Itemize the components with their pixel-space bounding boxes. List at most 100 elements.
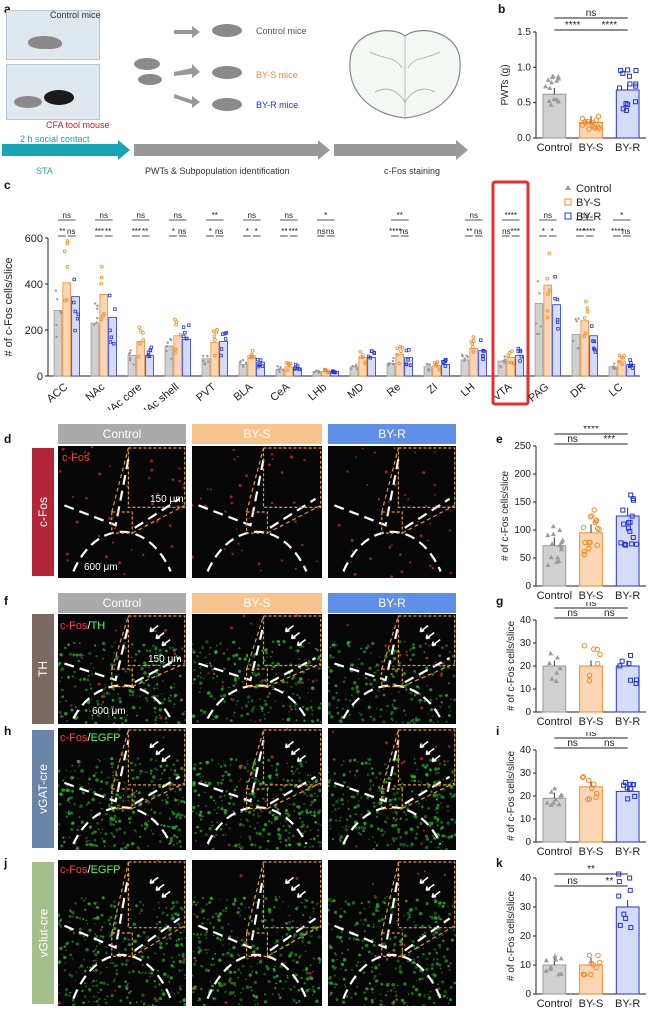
fluorescence-dot	[234, 984, 237, 987]
fluorescence-dot	[98, 760, 101, 763]
fluorescence-dot	[232, 810, 235, 813]
cfos-dot	[230, 501, 234, 505]
data-point	[215, 327, 219, 332]
fluorescence-dot	[338, 919, 341, 921]
micrograph-overlay	[192, 728, 322, 850]
fluorescence-dot	[299, 677, 303, 681]
fluorescence-dot	[372, 836, 374, 839]
fluorescence-dot	[249, 663, 252, 667]
fluorescence-dot	[105, 946, 108, 949]
header-bys-d: BY-S	[192, 424, 322, 444]
fluorescence-dot	[360, 718, 363, 720]
fluorescence-dot	[228, 977, 232, 981]
fluorescence-dot	[232, 992, 235, 995]
data-point	[612, 367, 615, 370]
data-point	[585, 777, 592, 784]
fluorescence-dot	[122, 940, 125, 943]
fluorescence-dot	[101, 935, 105, 939]
fluorescence-dot	[291, 675, 296, 679]
fluorescence-dot	[158, 907, 161, 909]
data-point	[629, 541, 635, 547]
fluorescence-dot	[132, 940, 136, 943]
cfos-dot	[111, 541, 114, 544]
data-point	[170, 357, 173, 361]
y-tick-label: 50	[520, 553, 532, 564]
fluorescence-dot	[83, 899, 85, 902]
fluorescence-dot	[318, 772, 321, 775]
fluorescence-dot	[92, 995, 96, 998]
control-mice-label: Control mice	[50, 10, 101, 20]
fluorescence-dot	[290, 770, 293, 773]
brain-slice-illustration	[349, 30, 461, 119]
fluorescence-dot	[245, 653, 248, 656]
fluorescence-dot	[401, 928, 403, 931]
cfos-dot	[58, 1001, 61, 1005]
fluorescence-dot	[138, 695, 141, 698]
fluorescence-dot	[432, 781, 436, 784]
fluorescence-dot	[168, 786, 172, 789]
fluorescence-dot	[126, 714, 128, 717]
data-point	[546, 292, 550, 296]
significance-label: ***	[510, 227, 519, 236]
fluorescence-dot	[414, 965, 419, 969]
fluorescence-dot	[331, 838, 334, 841]
cfos-dot	[437, 987, 441, 990]
fluorescence-dot	[307, 678, 310, 681]
fluorescence-dot	[321, 794, 322, 797]
fluorescence-dot	[113, 814, 117, 818]
fluorescence-dot	[369, 786, 371, 788]
fluorescence-dot	[212, 925, 216, 929]
fluorescence-dot	[305, 707, 309, 711]
fluorescence-dot	[210, 758, 214, 762]
fluorescence-dot	[212, 934, 215, 937]
fluorescence-dot	[78, 967, 81, 969]
data-point	[112, 341, 116, 346]
fluorescence-dot	[229, 953, 233, 957]
fluorescence-dot	[305, 972, 309, 975]
y-tick-label: 400	[25, 279, 43, 291]
fluorescence-dot	[295, 907, 298, 911]
data-point	[584, 299, 588, 304]
fluorescence-dot	[353, 774, 357, 777]
fluorescence-dot	[304, 950, 307, 952]
fluorescence-dot	[235, 785, 238, 788]
fluorescence-dot	[443, 796, 446, 799]
fluorescence-dot	[222, 693, 227, 698]
fluorescence-dot	[351, 687, 355, 691]
data-point	[553, 797, 559, 802]
cfos-dot	[114, 527, 117, 530]
fluorescence-dot	[412, 985, 416, 989]
fluorescence-dot	[253, 980, 257, 985]
bar-control	[542, 797, 567, 843]
fluorescence-dot	[321, 721, 322, 724]
fluorescence-dot	[441, 980, 445, 984]
fluorescence-dot	[431, 834, 435, 838]
data-point	[575, 319, 578, 323]
fluorescence-dot	[238, 647, 241, 650]
fluorescence-dot	[418, 687, 420, 689]
fluorescence-dot	[88, 651, 92, 655]
y-tick-label: 30	[520, 768, 532, 779]
fluorescence-dot	[317, 666, 321, 671]
cfos-dot	[422, 829, 425, 832]
fluorescence-dot	[115, 657, 119, 661]
data-point	[64, 298, 69, 302]
fluorescence-dot	[170, 685, 172, 688]
fluorescence-dot	[68, 652, 73, 656]
fluorescence-dot	[101, 828, 104, 830]
fluorescence-dot	[311, 713, 313, 716]
data-point	[556, 971, 562, 977]
significance-label: ns	[622, 227, 630, 236]
data-point	[556, 327, 560, 331]
cfos-dot	[138, 912, 141, 915]
fluorescence-dot	[437, 758, 440, 761]
data-point	[223, 331, 227, 336]
panel-label-j: j	[4, 856, 8, 870]
fluorescence-dot	[339, 835, 343, 839]
fluorescence-dot	[104, 1001, 108, 1005]
significance-label: ns	[326, 227, 334, 236]
fluorescence-dot	[314, 647, 317, 650]
fluorescence-dot	[199, 987, 203, 991]
fluorescence-dot	[388, 798, 392, 803]
fluorescence-dot	[424, 834, 429, 838]
